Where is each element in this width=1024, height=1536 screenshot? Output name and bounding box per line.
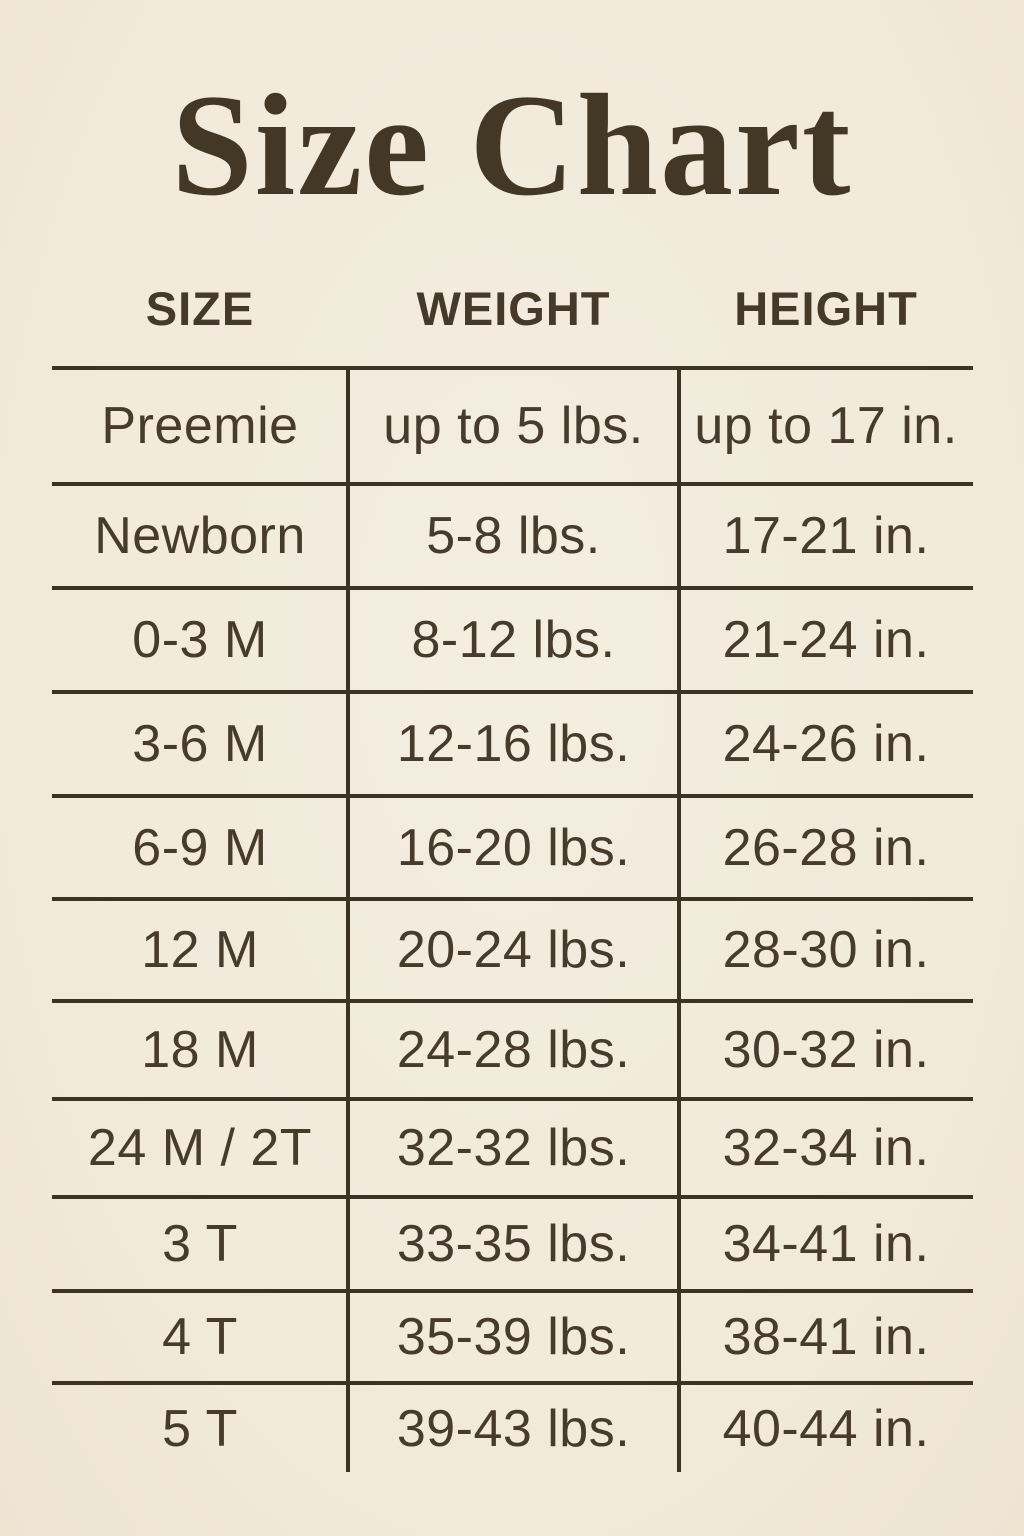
cell-weight: up to 5 lbs. [383, 397, 644, 455]
cell-weight: 12-16 lbs. [396, 715, 631, 773]
cell-size: 12 M [141, 921, 259, 979]
cell-weight: 8-12 lbs. [411, 611, 616, 669]
cell-weight: 39-43 lbs. [396, 1399, 631, 1458]
cell-height: 38-41 in. [722, 1308, 930, 1366]
cell-height: 26-28 in. [722, 818, 930, 877]
cell-height: up to 17 in. [694, 397, 958, 455]
cell-size: 24 M / 2T [87, 1119, 313, 1177]
cell-height: 28-30 in. [722, 921, 930, 979]
table-row: 0-3 M 8-12 lbs. 21-24 in. [52, 590, 973, 694]
cell-weight: 20-24 lbs. [396, 921, 631, 979]
cell-size: 5 T [162, 1399, 238, 1458]
cell-height: 32-34 in. [722, 1119, 930, 1177]
table-header-row: SIZE WEIGHT HEIGHT [52, 278, 973, 338]
table-row: 5 T 39-43 lbs. 40-44 in. [52, 1385, 973, 1472]
cell-size: 4 T [162, 1308, 238, 1366]
column-header-height: HEIGHT [734, 281, 918, 335]
table-row: 12 M 20-24 lbs. 28-30 in. [52, 901, 973, 1003]
column-header-weight: WEIGHT [416, 281, 611, 335]
table-row: 6-9 M 16-20 lbs. 26-28 in. [52, 798, 973, 901]
cell-height: 34-41 in. [722, 1215, 930, 1273]
cell-weight: 16-20 lbs. [396, 818, 631, 877]
cell-size: 0-3 M [132, 611, 268, 669]
cell-height: 40-44 in. [722, 1399, 930, 1458]
column-divider-1 [346, 370, 350, 1472]
cell-size: 6-9 M [132, 818, 268, 877]
cell-height: 21-24 in. [722, 611, 930, 669]
table-row: Newborn 5-8 lbs. 17-21 in. [52, 486, 973, 590]
cell-height: 17-21 in. [722, 507, 930, 565]
cell-weight: 5-8 lbs. [426, 507, 601, 565]
cell-size: 3-6 M [132, 715, 268, 773]
cell-height: 30-32 in. [722, 1021, 930, 1079]
cell-size: 18 M [141, 1021, 259, 1079]
table-body: Preemie up to 5 lbs. up to 17 in. Newborn 5-… [52, 370, 973, 1472]
cell-weight: 35-39 lbs. [396, 1308, 631, 1366]
size-table: Preemie up to 5 lbs. up to 17 in. Newborn 5-… [52, 366, 973, 1472]
page-title: Size Chart [171, 64, 853, 226]
cell-size: 3 T [162, 1215, 238, 1273]
column-header-size: SIZE [145, 281, 255, 335]
table-row: Preemie up to 5 lbs. up to 17 in. [52, 370, 973, 486]
table-row: 4 T 35-39 lbs. 38-41 in. [52, 1293, 973, 1385]
cell-weight: 32-32 lbs. [396, 1119, 631, 1177]
table-row: 3-6 M 12-16 lbs. 24-26 in. [52, 694, 973, 798]
cell-weight: 24-28 lbs. [396, 1021, 631, 1079]
cell-size: Preemie [101, 397, 299, 455]
table-row: 18 M 24-28 lbs. 30-32 in. [52, 1003, 973, 1101]
cell-size: Newborn [94, 507, 306, 565]
column-divider-2 [677, 370, 681, 1472]
table-row: 24 M / 2T 32-32 lbs. 32-34 in. [52, 1101, 973, 1199]
cell-height: 24-26 in. [722, 715, 930, 773]
cell-weight: 33-35 lbs. [396, 1215, 631, 1273]
table-row: 3 T 33-35 lbs. 34-41 in. [52, 1199, 973, 1293]
